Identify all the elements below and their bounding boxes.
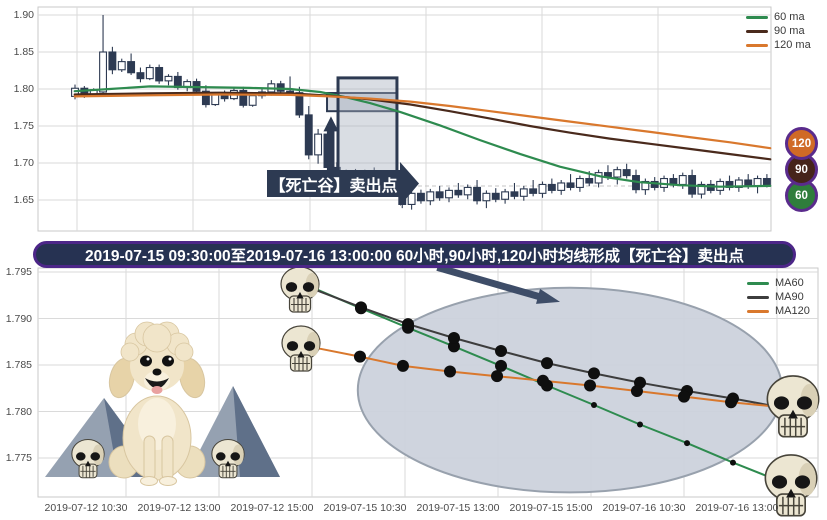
bottom-x-tick: 2019-07-12 10:30: [44, 502, 128, 514]
skull-icon: [764, 454, 818, 517]
ma-data-dot: [402, 318, 415, 331]
bottom-y-tick: 1.780: [5, 405, 32, 418]
skull-icon: [281, 325, 321, 372]
ma-data-dot: [587, 367, 600, 380]
legend-label: MA120: [775, 305, 810, 317]
legend-row: 120 ma: [746, 39, 811, 51]
bottom-chart-legend: MA60 MA90 MA120: [747, 277, 810, 317]
ma-data-dot: [495, 345, 508, 358]
ma-data-dot: [447, 332, 460, 345]
ma-line-60ma: [73, 85, 772, 188]
skull-icon: [280, 266, 320, 313]
ma-data-dot: [630, 385, 643, 398]
bottom-x-tick: 2019-07-15 10:30: [323, 502, 407, 514]
sell-point-label: 【死亡谷】卖出点: [269, 177, 398, 195]
bottom-y-tick: 1.795: [5, 266, 32, 278]
legend-label: 60 ma: [774, 11, 805, 23]
skull-icon: [766, 375, 820, 438]
legend-label: MA60: [775, 277, 804, 289]
ma-data-dot: [637, 421, 644, 428]
legend-row: MA120: [747, 305, 810, 317]
bottom-ma-lines: [314, 287, 769, 477]
bottom-x-tick: 2019-07-12 13:00: [137, 502, 221, 514]
ma-data-dot: [491, 370, 504, 383]
top-y-tick: 1.80: [13, 83, 34, 95]
legend-row: 60 ma: [746, 11, 811, 23]
ma-data-dot: [590, 401, 597, 408]
legend-label: 90 ma: [774, 25, 805, 37]
highlight-ellipse: [356, 286, 784, 494]
ma-data-dot: [729, 459, 736, 466]
ma-data-dot: [353, 350, 366, 363]
bottom-x-tick: 2019-07-16 10:30: [602, 502, 686, 514]
legend-label: MA90: [775, 291, 804, 303]
top-y-tick: 1.75: [13, 120, 34, 132]
ma-data-dot: [725, 396, 738, 409]
ma-data-dot: [354, 301, 367, 314]
ma-data-dot: [584, 379, 597, 392]
skull-icon: [71, 438, 105, 479]
bottom-x-tick: 2019-07-16 13:00: [695, 502, 779, 514]
legend-row: MA90: [747, 291, 810, 303]
bottom-y-tick: 1.790: [5, 312, 32, 325]
death-valley-banner-text: 2019-07-15 09:30:00至2019-07-16 13:00:00 …: [84, 247, 745, 265]
up-arrow: [323, 116, 339, 171]
candlesticks: [71, 15, 771, 210]
ma-data-dot: [541, 357, 554, 370]
legend-swatch: [747, 281, 769, 285]
dog-and-mountains-scene: [45, 321, 280, 486]
legend-row: 90 ma: [746, 25, 811, 37]
legend-row: MA60: [747, 277, 810, 289]
sell-point-banner-shape: [267, 162, 419, 206]
legend-swatch: [746, 15, 768, 19]
banner-to-ellipse-arrow: [436, 263, 561, 304]
mountain-icon: [186, 386, 280, 477]
top-chart-legend: 60 ma 90 ma 120 ma: [746, 11, 811, 51]
ma-data-dot: [536, 374, 549, 387]
bottom-y-tick: 1.775: [5, 452, 32, 464]
ma-line-90ma: [73, 91, 772, 161]
death-valley-rect: [336, 76, 399, 178]
legend-swatch: [746, 43, 768, 47]
death-valley-banner: 2019-07-15 09:30:00至2019-07-16 13:00:00 …: [33, 241, 796, 268]
top-y-tick: 1.65: [13, 194, 34, 206]
legend-label: 120 ma: [774, 39, 811, 51]
ma-data-dot: [495, 359, 508, 372]
skull-icon: [211, 438, 245, 479]
poodle-dog-image: [108, 321, 206, 486]
ma-data-dot: [396, 359, 409, 372]
bottom-x-tick: 2019-07-15 15:00: [509, 502, 593, 514]
top-y-tick: 1.70: [13, 157, 34, 169]
ma-line-120ma: [73, 93, 772, 150]
bottom-y-tick: 1.785: [5, 359, 32, 371]
ma-badge-120: 120: [785, 127, 818, 160]
legend-swatch: [747, 295, 769, 299]
ma-data-dot: [443, 365, 456, 378]
legend-swatch: [747, 309, 769, 313]
legend-swatch: [746, 29, 768, 33]
ma-data-dot: [684, 440, 691, 447]
top-y-tick: 1.90: [13, 9, 34, 21]
ma-data-dot: [677, 390, 690, 403]
top-y-tick: 1.85: [13, 46, 34, 58]
top-ma-lines: [73, 85, 772, 188]
bottom-x-tick: 2019-07-12 15:00: [230, 502, 314, 514]
ma-data-dot: [447, 340, 460, 353]
bottom-x-tick: 2019-07-15 13:00: [416, 502, 500, 514]
